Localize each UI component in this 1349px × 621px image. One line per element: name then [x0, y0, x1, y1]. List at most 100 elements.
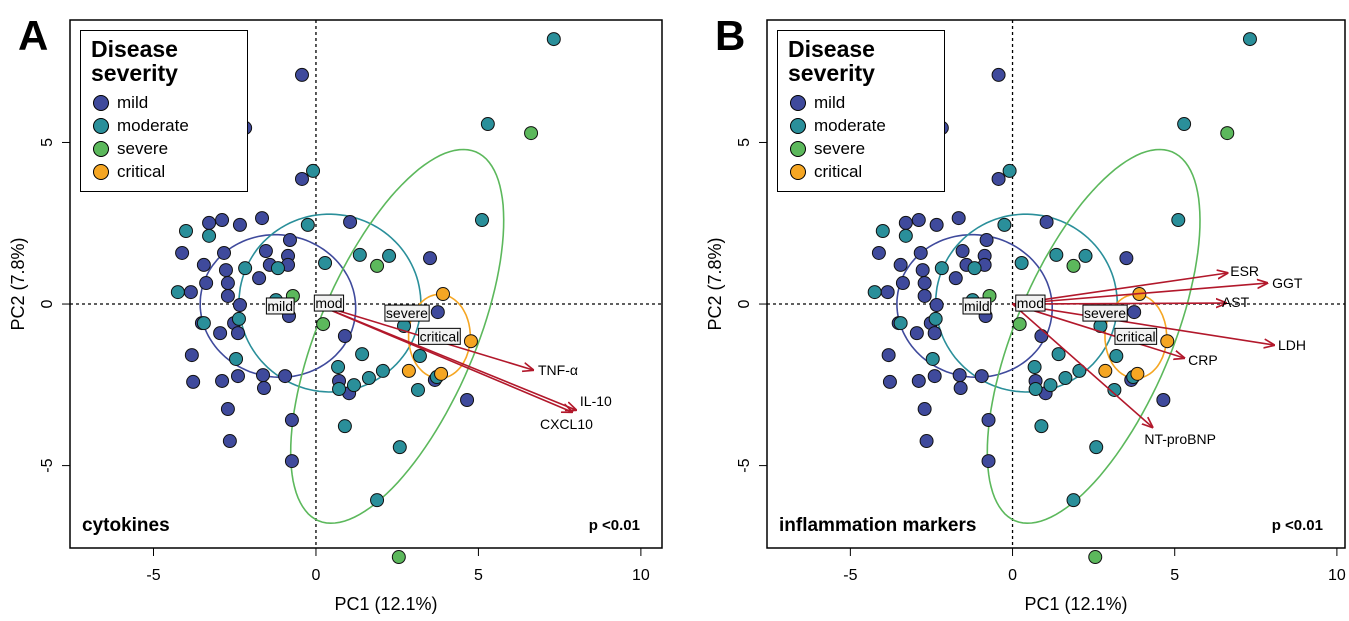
centroid-box — [384, 304, 430, 322]
data-point — [1130, 366, 1145, 381]
data-point — [991, 171, 1006, 186]
data-point — [215, 213, 230, 228]
legend: Disease severity mild moderate severe critic… — [777, 30, 945, 192]
data-point — [893, 316, 908, 331]
loading-label: LDH — [1278, 337, 1306, 353]
data-point — [948, 271, 963, 286]
x-tick-label: 5 — [1170, 567, 1179, 584]
legend-label: critical — [117, 161, 166, 181]
data-point — [255, 211, 270, 226]
data-point — [953, 381, 968, 396]
data-point — [220, 276, 235, 291]
centroid-text: mild — [964, 298, 990, 314]
data-point — [934, 261, 949, 276]
data-point — [346, 378, 361, 393]
data-point — [337, 419, 352, 434]
legend-swatch — [790, 117, 806, 134]
data-point — [871, 245, 886, 260]
data-point — [256, 368, 271, 383]
legend-swatch — [93, 94, 109, 111]
data-point — [220, 288, 235, 303]
data-point — [391, 550, 406, 565]
data-point — [412, 349, 427, 364]
centroid-box — [962, 297, 992, 315]
data-point — [480, 117, 495, 132]
data-point — [1160, 334, 1175, 349]
data-point — [375, 363, 390, 378]
data-point — [175, 245, 190, 260]
data-point — [256, 381, 271, 396]
loading-label: AST — [1222, 294, 1250, 310]
data-point — [202, 228, 217, 243]
data-point — [1072, 363, 1087, 378]
data-point — [1027, 360, 1042, 375]
data-point — [1066, 258, 1081, 273]
data-point — [196, 257, 211, 272]
legend-title: Disease severity — [788, 36, 875, 86]
y-tick-label: 5 — [39, 138, 56, 147]
legend-swatch — [93, 163, 109, 180]
centroid-box — [1114, 327, 1158, 345]
data-point — [355, 347, 370, 362]
data-point — [1039, 214, 1054, 229]
loading-arrow — [1012, 303, 1226, 304]
data-point — [974, 369, 989, 384]
loading-label: NT-proBNP — [1144, 431, 1216, 447]
data-point — [991, 67, 1006, 82]
loading-arrow — [1012, 303, 1153, 427]
data-point — [220, 402, 235, 417]
data-point — [1014, 255, 1029, 270]
data-point — [199, 276, 214, 291]
data-point — [1078, 248, 1093, 263]
x-tick-label: -5 — [146, 567, 160, 584]
data-point — [170, 285, 185, 300]
x-tick-label: 5 — [474, 567, 483, 584]
legend-swatch — [790, 163, 806, 180]
data-point — [1107, 382, 1122, 397]
data-point — [967, 261, 982, 276]
centroid-label: mod — [1015, 294, 1046, 312]
data-point — [893, 257, 908, 272]
data-point — [229, 351, 244, 366]
data-point — [979, 233, 994, 248]
centroid-label: critical — [418, 327, 461, 345]
centroid-box — [265, 297, 295, 315]
loading-arrow — [1012, 303, 1185, 358]
data-point — [981, 413, 996, 428]
data-point — [282, 233, 297, 248]
data-point — [401, 363, 416, 378]
data-point — [928, 311, 943, 326]
data-point — [1043, 378, 1058, 393]
data-point — [1049, 247, 1064, 262]
data-point — [252, 271, 267, 286]
data-point — [318, 255, 333, 270]
data-point — [300, 217, 315, 232]
centroid-box — [1082, 304, 1128, 322]
ellipse — [934, 213, 1118, 393]
data-point — [217, 245, 232, 260]
legend-swatch — [93, 140, 109, 157]
y-tick-label: 5 — [736, 138, 753, 147]
legend-entry: critical — [788, 160, 934, 183]
centroid-text: severe — [386, 305, 428, 321]
annotation: cytokines — [82, 515, 170, 536]
centroid-text: mod — [1017, 295, 1044, 311]
data-point — [423, 251, 438, 266]
data-point — [337, 329, 352, 344]
y-tick-label: -5 — [736, 458, 753, 472]
data-point — [997, 217, 1012, 232]
loading-arrow — [315, 303, 572, 412]
centroid-label: severe — [384, 304, 430, 322]
data-point — [306, 163, 321, 178]
data-point — [370, 258, 385, 273]
data-point — [909, 326, 924, 341]
data-point — [352, 247, 367, 262]
data-point — [232, 217, 247, 232]
data-point — [215, 373, 230, 388]
data-point — [392, 440, 407, 455]
data-point — [331, 360, 346, 375]
data-point — [434, 366, 449, 381]
y-axis-title: PC2 (7.8%) — [8, 237, 28, 330]
data-point — [222, 434, 237, 449]
data-point — [913, 245, 928, 260]
